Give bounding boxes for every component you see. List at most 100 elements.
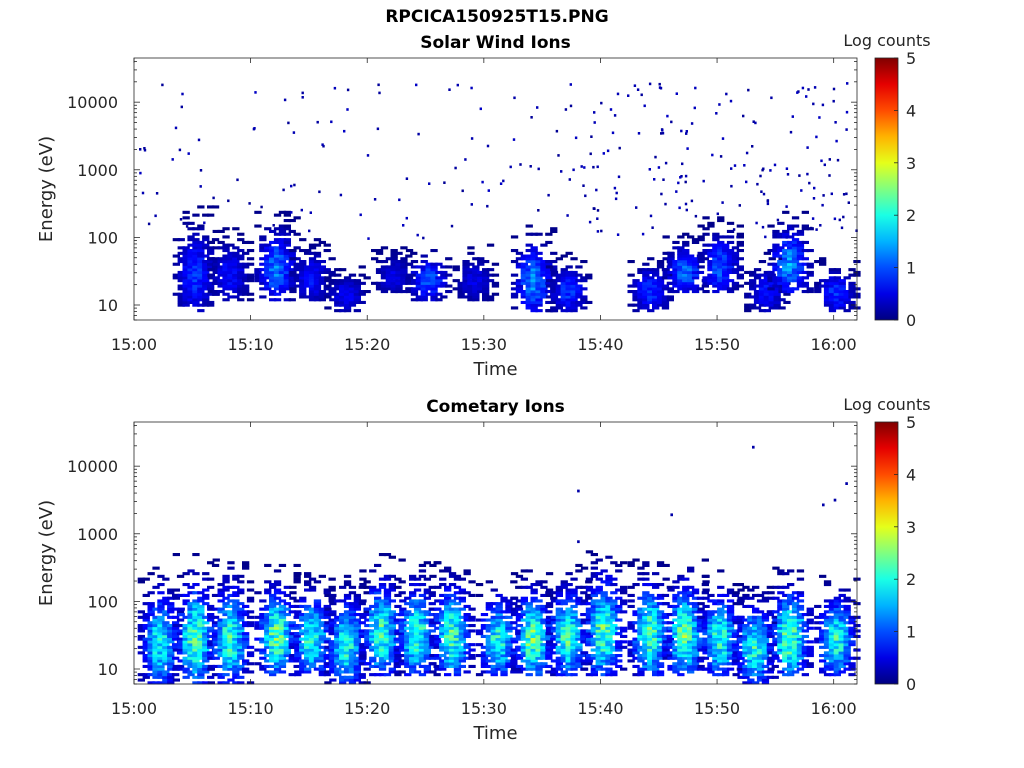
heatmap-cell <box>410 251 418 255</box>
heatmap-cell <box>717 235 725 239</box>
heatmap-cell <box>787 273 795 277</box>
heatmap-cell <box>605 670 613 674</box>
heatmap-cell <box>232 279 240 283</box>
heatmap-cell <box>353 659 361 663</box>
heatmap-cell <box>635 206 638 209</box>
heatmap-cell <box>677 279 685 283</box>
heatmap-cell <box>413 588 422 592</box>
heatmap-cell <box>778 290 786 294</box>
heatmap-cell <box>137 577 145 581</box>
heatmap-cell <box>530 667 538 671</box>
heatmap-cell <box>197 138 201 142</box>
heatmap-cell <box>787 235 795 239</box>
heatmap-cell <box>758 300 767 304</box>
heatmap-cell <box>177 279 185 283</box>
heatmap-cell <box>585 602 594 606</box>
heatmap-cell <box>787 290 795 294</box>
heatmap-cell <box>458 615 466 619</box>
heatmap-cell <box>570 626 578 630</box>
heatmap-cell <box>717 240 725 244</box>
heatmap-cell <box>490 648 498 652</box>
colorbar-tick-label: 0 <box>906 311 916 330</box>
heatmap-cell <box>157 599 165 603</box>
heatmap-cell <box>632 645 640 649</box>
heatmap-cell <box>395 268 403 272</box>
heatmap-cell <box>702 637 710 641</box>
heatmap-cell <box>535 279 543 283</box>
heatmap-cell <box>787 268 795 272</box>
heatmap-cell <box>682 268 690 272</box>
heatmap-cell <box>702 613 710 617</box>
heatmap-cell <box>677 249 685 253</box>
heatmap-cell <box>482 284 490 288</box>
heatmap-cell <box>348 607 357 611</box>
heatmap-cell <box>605 621 613 625</box>
heatmap-cell <box>726 251 735 255</box>
heatmap-cell <box>550 273 559 277</box>
heatmap-cell <box>445 257 453 261</box>
heatmap-cell <box>288 284 296 288</box>
heatmap-cell <box>593 111 596 114</box>
heatmap-cell <box>358 265 366 269</box>
heatmap-cell <box>677 284 685 288</box>
heatmap-cell <box>388 645 396 649</box>
heatmap-cell <box>821 203 824 207</box>
heatmap-cell <box>318 654 326 658</box>
heatmap-cell <box>278 670 287 674</box>
heatmap-cell <box>264 645 272 649</box>
heatmap-cell <box>452 287 460 291</box>
heatmap-cell <box>398 580 406 584</box>
heatmap-cell <box>289 257 297 261</box>
heatmap-cell <box>667 667 675 671</box>
heatmap-cell <box>565 651 573 655</box>
heatmap-cell <box>791 276 800 280</box>
heatmap-cell <box>242 290 250 294</box>
heatmap-cell <box>413 599 422 603</box>
heatmap-cell <box>565 276 573 280</box>
heatmap-cell <box>358 300 366 304</box>
heatmap-cell <box>353 651 361 655</box>
heatmap-cell <box>202 292 210 296</box>
heatmap-cell <box>595 629 603 633</box>
heatmap-cell <box>477 270 485 274</box>
heatmap-cell <box>575 648 583 652</box>
heatmap-cell <box>313 643 322 647</box>
heatmap-cell <box>212 648 220 652</box>
heatmap-cell <box>605 577 613 581</box>
heatmap-cell <box>174 126 178 130</box>
heatmap-cell <box>477 290 485 294</box>
heatmap-cell <box>222 279 230 283</box>
heatmap-cell <box>637 634 645 638</box>
heatmap-cell <box>770 96 773 100</box>
heatmap-cell <box>565 279 573 283</box>
heatmap-cell <box>600 615 608 619</box>
heatmap-cell <box>590 673 598 677</box>
heatmap-cell <box>823 298 832 302</box>
heatmap-cell <box>763 292 771 296</box>
heatmap-cell <box>707 224 715 228</box>
heatmap-cell <box>783 300 791 304</box>
heatmap-cell <box>388 632 396 636</box>
heatmap-cell <box>176 610 185 614</box>
heatmap-cell <box>555 306 563 310</box>
heatmap-cell <box>409 599 417 603</box>
heatmap-cell <box>423 621 431 625</box>
heatmap-cell <box>545 621 554 625</box>
heatmap-cell <box>299 664 307 668</box>
heatmap-cell <box>217 273 225 277</box>
heatmap-cell <box>480 664 489 668</box>
heatmap-cell <box>627 640 635 644</box>
heatmap-cell <box>264 607 272 611</box>
heatmap-cell <box>202 681 210 685</box>
heatmap-cell <box>555 632 563 636</box>
heatmap-cell <box>482 273 490 277</box>
heatmap-cell <box>717 243 725 247</box>
heatmap-cell <box>475 654 484 658</box>
heatmap-cell <box>672 626 680 630</box>
heatmap-cell <box>801 227 809 231</box>
heatmap-cell <box>388 654 396 658</box>
heatmap-cell <box>696 645 705 649</box>
heatmap-cell <box>343 604 352 608</box>
heatmap-cell <box>696 287 705 291</box>
heatmap-cell <box>417 132 420 136</box>
